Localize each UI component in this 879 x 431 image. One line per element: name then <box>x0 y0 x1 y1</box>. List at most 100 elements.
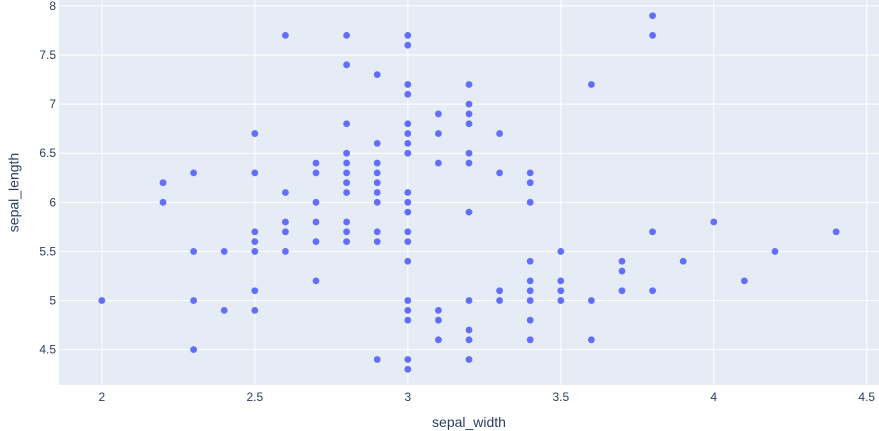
data-point <box>496 130 503 137</box>
data-point <box>98 297 106 304</box>
data-point <box>343 120 351 128</box>
data-point <box>343 159 351 167</box>
data-point <box>373 189 381 196</box>
data-point <box>159 179 167 187</box>
y-tick-label: 4.5 <box>39 343 56 357</box>
data-point <box>496 287 503 295</box>
data-point <box>404 297 412 304</box>
data-point <box>312 238 320 246</box>
data-point <box>557 297 565 304</box>
data-point <box>343 169 351 177</box>
y-tick-label: 6.5 <box>39 146 56 160</box>
data-point <box>435 110 442 118</box>
data-point <box>251 238 259 246</box>
data-point <box>190 297 198 304</box>
data-point <box>343 218 351 226</box>
data-point <box>771 248 779 255</box>
data-point <box>649 228 656 236</box>
data-point <box>465 159 473 167</box>
x-tick-label: 3 <box>404 390 411 404</box>
data-point <box>404 208 412 216</box>
data-point <box>649 12 656 20</box>
data-point <box>404 31 412 39</box>
x-axis-ticks: 2 2.5 3 3.5 4 4.5 <box>98 390 875 404</box>
data-point <box>251 287 259 295</box>
y-tick-label: 5.5 <box>39 244 56 258</box>
data-point <box>465 149 473 157</box>
data-point <box>587 81 595 88</box>
data-point <box>465 208 473 216</box>
data-point <box>312 198 320 206</box>
data-point <box>373 71 381 79</box>
x-axis-title: sepal_width <box>432 414 506 430</box>
y-tick-label: 6 <box>49 195 56 209</box>
data-point <box>373 139 381 147</box>
data-point <box>465 326 473 334</box>
data-point <box>618 267 626 275</box>
data-point <box>251 306 259 314</box>
data-point <box>587 297 595 304</box>
data-point <box>710 218 718 226</box>
data-point <box>404 238 412 246</box>
data-point <box>526 316 534 324</box>
data-point <box>526 277 534 285</box>
data-point <box>190 248 198 255</box>
data-point <box>343 61 351 69</box>
data-point <box>404 149 412 157</box>
data-point <box>282 248 289 255</box>
data-point <box>404 316 412 324</box>
data-point <box>404 257 412 265</box>
data-point <box>343 238 351 246</box>
x-tick-label: 2 <box>98 390 105 404</box>
y-tick-label: 8 <box>49 0 56 13</box>
data-point <box>465 297 473 304</box>
data-point <box>220 248 228 255</box>
data-point <box>373 356 381 363</box>
data-point <box>649 287 656 295</box>
data-point <box>526 257 534 265</box>
data-point <box>282 228 289 236</box>
data-point <box>251 228 259 236</box>
data-point <box>832 228 840 236</box>
y-tick-label: 7.5 <box>39 48 56 62</box>
data-point <box>404 189 412 196</box>
y-axis-title: sepal_length <box>6 153 22 232</box>
data-point <box>465 336 473 344</box>
x-tick-label: 3.5 <box>552 390 569 404</box>
data-point <box>496 169 503 177</box>
data-point <box>312 159 320 167</box>
data-point <box>557 277 565 285</box>
data-point <box>557 248 565 255</box>
data-point <box>465 356 473 363</box>
data-point <box>404 41 412 49</box>
data-point <box>526 169 534 177</box>
data-point <box>404 365 412 373</box>
data-point <box>373 198 381 206</box>
data-point <box>526 179 534 187</box>
data-point <box>343 228 351 236</box>
data-point <box>404 139 412 147</box>
y-tick-label: 5 <box>49 294 56 308</box>
data-point <box>404 81 412 88</box>
plot-area <box>59 0 879 385</box>
data-point <box>465 100 473 108</box>
data-point <box>404 120 412 128</box>
x-tick-label: 2.5 <box>246 390 263 404</box>
data-point <box>312 277 320 285</box>
data-point <box>343 189 351 196</box>
data-point <box>526 198 534 206</box>
data-point <box>343 149 351 157</box>
data-point <box>159 198 167 206</box>
data-point <box>465 120 473 128</box>
data-point <box>557 287 565 295</box>
data-point <box>618 287 626 295</box>
data-point <box>435 316 442 324</box>
data-point <box>373 238 381 246</box>
data-point <box>251 248 259 255</box>
data-point <box>435 130 442 137</box>
data-point <box>373 179 381 187</box>
data-point <box>526 336 534 344</box>
data-point <box>404 306 412 314</box>
data-point <box>312 218 320 226</box>
